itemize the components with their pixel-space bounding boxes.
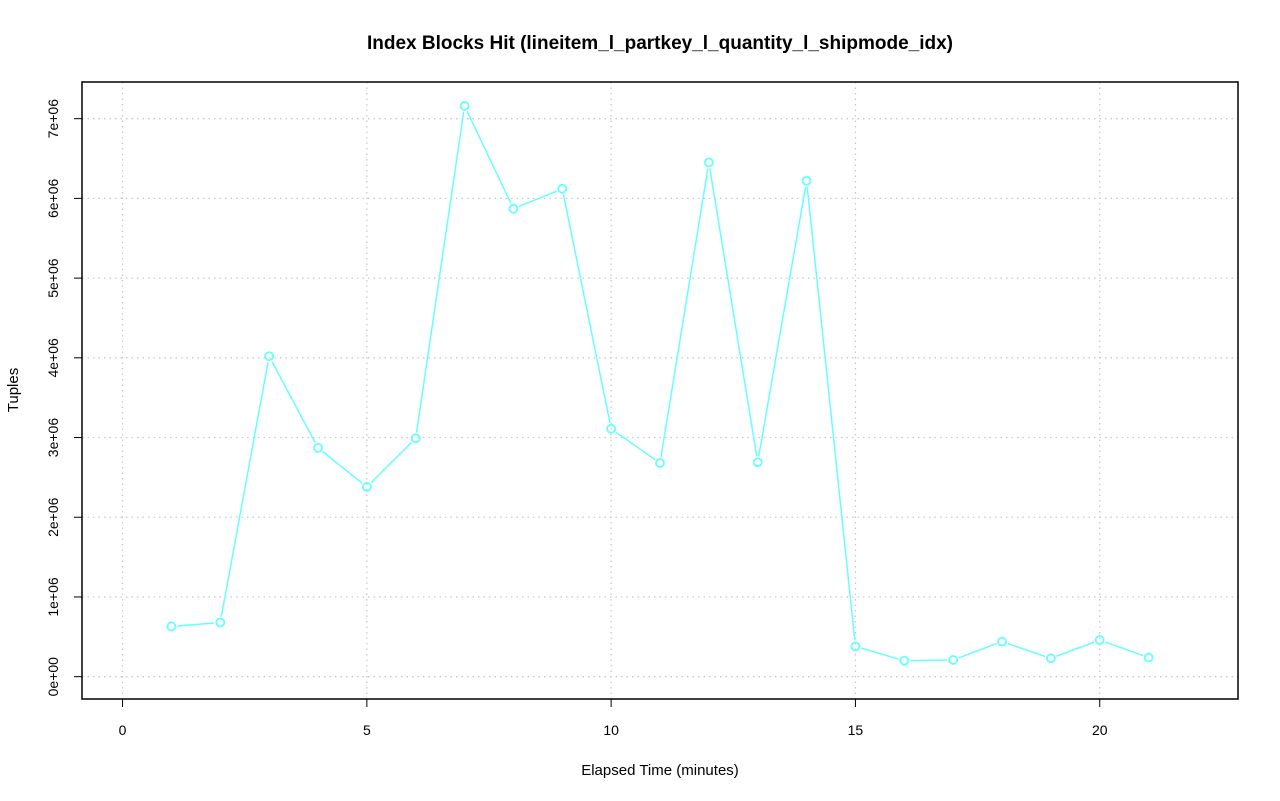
data-point	[1143, 652, 1154, 663]
data-point	[410, 433, 421, 444]
series-line-segment	[322, 451, 363, 484]
y-axis-label: Tuples	[5, 368, 22, 412]
data-point	[948, 655, 959, 665]
y-tick-label: 0e+00	[45, 657, 61, 697]
data-point	[1094, 635, 1105, 645]
series-line-segment	[860, 647, 899, 660]
x-tick-label: 10	[603, 722, 619, 738]
data-point	[459, 101, 470, 111]
data-point	[606, 423, 617, 434]
series-layer	[166, 101, 1154, 666]
series-line-segment	[1056, 641, 1095, 657]
data-point	[166, 621, 177, 632]
y-axis: 0e+00 1e+06 2e+06 3e+06 4e+06 5e+06 6e+06 7e+06	[45, 99, 82, 697]
grid	[82, 82, 1238, 699]
data-point	[215, 617, 226, 628]
data-point	[899, 655, 910, 666]
plot-frame	[81, 81, 1239, 700]
series-line-segment	[1007, 642, 1046, 658]
data-point	[655, 458, 665, 468]
x-tick-label: 15	[848, 722, 864, 738]
series-line-segment	[1105, 641, 1144, 657]
x-tick-label: 5	[363, 722, 371, 738]
series-line-segment	[958, 643, 997, 659]
series-line-segment	[271, 361, 316, 443]
data-point	[557, 183, 568, 194]
data-point	[313, 442, 323, 453]
series-line-segment	[220, 361, 269, 617]
series-line-segment	[177, 622, 215, 627]
y-tick-label: 3e+06	[45, 418, 61, 458]
data-point	[508, 203, 519, 214]
series-line-segment	[709, 168, 758, 457]
series-line-segment	[615, 431, 656, 461]
data-point	[850, 641, 861, 652]
data-point	[1045, 653, 1056, 664]
data-point	[361, 482, 372, 492]
y-tick-label: 2e+06	[45, 497, 61, 537]
x-axis: 0 5 10 15 20	[119, 699, 1108, 738]
y-tick-label: 1e+06	[45, 577, 61, 617]
data-point	[801, 175, 812, 186]
x-axis-label: Elapsed Time (minutes)	[581, 762, 739, 779]
chart-title: Index Blocks Hit (lineitem_l_partkey_l_q…	[367, 33, 953, 54]
y-tick-label: 5e+06	[45, 258, 61, 298]
series-line-segment	[806, 186, 856, 641]
series-line-segment	[562, 194, 611, 424]
y-tick-label: 4e+06	[45, 338, 61, 378]
y-tick-label: 7e+06	[45, 99, 61, 139]
series-line-segment	[910, 659, 948, 662]
series-line-segment	[758, 186, 807, 457]
x-tick-label: 0	[119, 722, 127, 738]
series-line-segment	[466, 111, 512, 204]
series-line-segment	[518, 190, 558, 208]
series-line-segment	[415, 111, 465, 433]
data-point	[752, 457, 763, 468]
data-point	[997, 636, 1007, 647]
data-point	[703, 157, 714, 168]
data-point	[264, 351, 275, 362]
series-line-segment	[660, 168, 709, 458]
x-tick-label: 20	[1092, 722, 1108, 738]
series-line-segment	[370, 442, 412, 484]
y-tick-label: 6e+06	[45, 179, 61, 219]
